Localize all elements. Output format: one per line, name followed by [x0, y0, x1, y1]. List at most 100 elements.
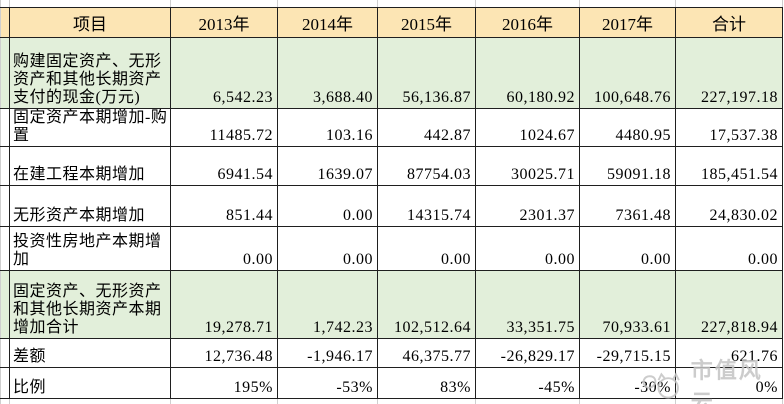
value-cell[interactable]: 0.00: [675, 225, 783, 271]
bottom-sliver-row: [0, 397, 783, 404]
value-cell[interactable]: 0.00: [170, 225, 278, 271]
table-row: 在建工程本期增加 6941.54 1639.07 87754.03 30025.71 59…: [0, 145, 783, 186]
value-cell[interactable]: 30025.71: [475, 145, 580, 186]
value-cell[interactable]: 103.16: [277, 107, 378, 147]
value-cell[interactable]: 24,830.02: [675, 184, 783, 227]
column-header-0[interactable]: 项目: [9, 6, 171, 38]
left-sliver-cell: [0, 6, 10, 38]
grid-sliver-cell: [579, 0, 676, 8]
value-cell[interactable]: -26,829.17: [475, 337, 580, 368]
grid-sliver-cell: [9, 397, 171, 404]
header-row: 项目 2013年 2014年 2015年 2016年 2017年 合计: [0, 6, 783, 38]
row-label[interactable]: 差额: [9, 337, 171, 368]
value-cell[interactable]: 621.76: [675, 337, 783, 368]
value-cell[interactable]: -30%: [579, 366, 676, 399]
grid-sliver-cell: [377, 397, 476, 404]
grid-sliver-cell: [0, 397, 10, 404]
row-label[interactable]: 固定资产本期增加-购置: [9, 107, 171, 147]
grid-sliver-cell: [675, 0, 783, 8]
table-row: 购建固定资产、无形资产和其他长期资产支付的现金(万元) 6,542.23 3,688…: [0, 36, 783, 109]
value-cell[interactable]: 0.00: [277, 184, 378, 227]
value-cell[interactable]: 17,537.38: [675, 107, 783, 147]
row-label[interactable]: 固定资产、无形资产和其他长期资产本期增加合计: [9, 269, 171, 339]
value-cell[interactable]: 442.87: [377, 107, 476, 147]
grid-sliver-cell: [9, 0, 171, 8]
column-header-3[interactable]: 2015年: [377, 6, 476, 38]
left-sliver-cell: [0, 36, 10, 109]
table-row: 固定资产、无形资产和其他长期资产本期增加合计 19,278.71 1,742.23 1…: [0, 269, 783, 339]
value-cell[interactable]: 0.00: [377, 225, 476, 271]
value-cell[interactable]: 1639.07: [277, 145, 378, 186]
value-cell[interactable]: 56,136.87: [377, 36, 476, 109]
grid-sliver-cell: [475, 397, 580, 404]
left-sliver-cell: [0, 184, 10, 227]
value-cell[interactable]: -53%: [277, 366, 378, 399]
grid-sliver-cell: [277, 0, 378, 8]
column-header-1[interactable]: 2013年: [170, 6, 278, 38]
value-cell[interactable]: 851.44: [170, 184, 278, 227]
value-cell[interactable]: -45%: [475, 366, 580, 399]
value-cell[interactable]: 46,375.77: [377, 337, 476, 368]
value-cell[interactable]: 11485.72: [170, 107, 278, 147]
value-cell[interactable]: 33,351.75: [475, 269, 580, 339]
left-sliver-cell: [0, 145, 10, 186]
column-header-6[interactable]: 合计: [675, 6, 783, 38]
grid-sliver-cell: [579, 397, 676, 404]
value-cell[interactable]: 59091.18: [579, 145, 676, 186]
grid-sliver-cell: [0, 0, 10, 8]
value-cell[interactable]: 87754.03: [377, 145, 476, 186]
value-cell[interactable]: 0%: [675, 366, 783, 399]
table-row: 比例 195% -53% 83% -45% -30% 0%: [0, 366, 783, 399]
table-row: 无形资产本期增加 851.44 0.00 14315.74 2301.37 7361.48…: [0, 184, 783, 227]
table-row: 差额 12,736.48 -1,946.17 46,375.77 -26,829.17-…: [0, 337, 783, 368]
left-sliver-cell: [0, 366, 10, 399]
value-cell[interactable]: 185,451.54: [675, 145, 783, 186]
value-cell[interactable]: 3,688.40: [277, 36, 378, 109]
grid-sliver-cell: [170, 0, 278, 8]
value-cell[interactable]: 4480.95: [579, 107, 676, 147]
value-cell[interactable]: 227,197.18: [675, 36, 783, 109]
value-cell[interactable]: 227,818.94: [675, 269, 783, 339]
value-cell[interactable]: 2301.37: [475, 184, 580, 227]
left-sliver-cell: [0, 225, 10, 271]
column-header-4[interactable]: 2016年: [475, 6, 580, 38]
grid-sliver-cell: [377, 0, 476, 8]
value-cell[interactable]: 100,648.76: [579, 36, 676, 109]
left-sliver-cell: [0, 269, 10, 339]
value-cell[interactable]: 14315.74: [377, 184, 476, 227]
row-label[interactable]: 在建工程本期增加: [9, 145, 171, 186]
value-cell[interactable]: 60,180.92: [475, 36, 580, 109]
value-cell[interactable]: 0.00: [475, 225, 580, 271]
grid-sliver-cell: [170, 397, 278, 404]
table-row: 投资性房地产本期增加 0.00 0.00 0.00 0.00 0.00 0.00: [0, 225, 783, 271]
value-cell[interactable]: 1,742.23: [277, 269, 378, 339]
table-row: 固定资产本期增加-购置 11485.72 103.16 442.87 1024.67 44…: [0, 107, 783, 147]
value-cell[interactable]: -29,715.15: [579, 337, 676, 368]
value-cell[interactable]: 12,736.48: [170, 337, 278, 368]
value-cell[interactable]: 6941.54: [170, 145, 278, 186]
row-label[interactable]: 购建固定资产、无形资产和其他长期资产支付的现金(万元): [9, 36, 171, 109]
value-cell[interactable]: 19,278.71: [170, 269, 278, 339]
grid-sliver-cell: [675, 397, 783, 404]
value-cell[interactable]: 83%: [377, 366, 476, 399]
row-label[interactable]: 比例: [9, 366, 171, 399]
value-cell[interactable]: 7361.48: [579, 184, 676, 227]
row-label[interactable]: 投资性房地产本期增加: [9, 225, 171, 271]
value-cell[interactable]: -1,946.17: [277, 337, 378, 368]
top-sliver-row: [0, 0, 783, 8]
value-cell[interactable]: 102,512.64: [377, 269, 476, 339]
value-cell[interactable]: 0.00: [277, 225, 378, 271]
value-cell[interactable]: 1024.67: [475, 107, 580, 147]
value-cell[interactable]: 70,933.61: [579, 269, 676, 339]
column-header-2[interactable]: 2014年: [277, 6, 378, 38]
left-sliver-cell: [0, 107, 10, 147]
value-cell[interactable]: 0.00: [579, 225, 676, 271]
value-cell[interactable]: 195%: [170, 366, 278, 399]
value-cell[interactable]: 6,542.23: [170, 36, 278, 109]
row-label[interactable]: 无形资产本期增加: [9, 184, 171, 227]
grid-sliver-cell: [277, 397, 378, 404]
grid-sliver-cell: [475, 0, 580, 8]
column-header-5[interactable]: 2017年: [579, 6, 676, 38]
left-sliver-cell: [0, 337, 10, 368]
